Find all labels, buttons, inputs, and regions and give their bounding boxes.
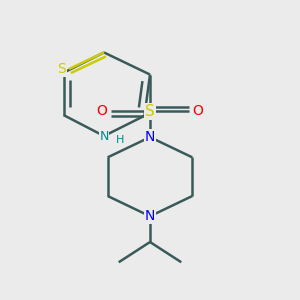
Text: S: S [57,62,66,76]
Text: N: N [145,130,155,144]
Text: O: O [192,104,203,118]
Text: N: N [99,130,109,142]
Text: N: N [145,209,155,223]
Text: H: H [116,135,125,145]
Text: O: O [97,104,108,118]
Text: S: S [145,104,155,119]
